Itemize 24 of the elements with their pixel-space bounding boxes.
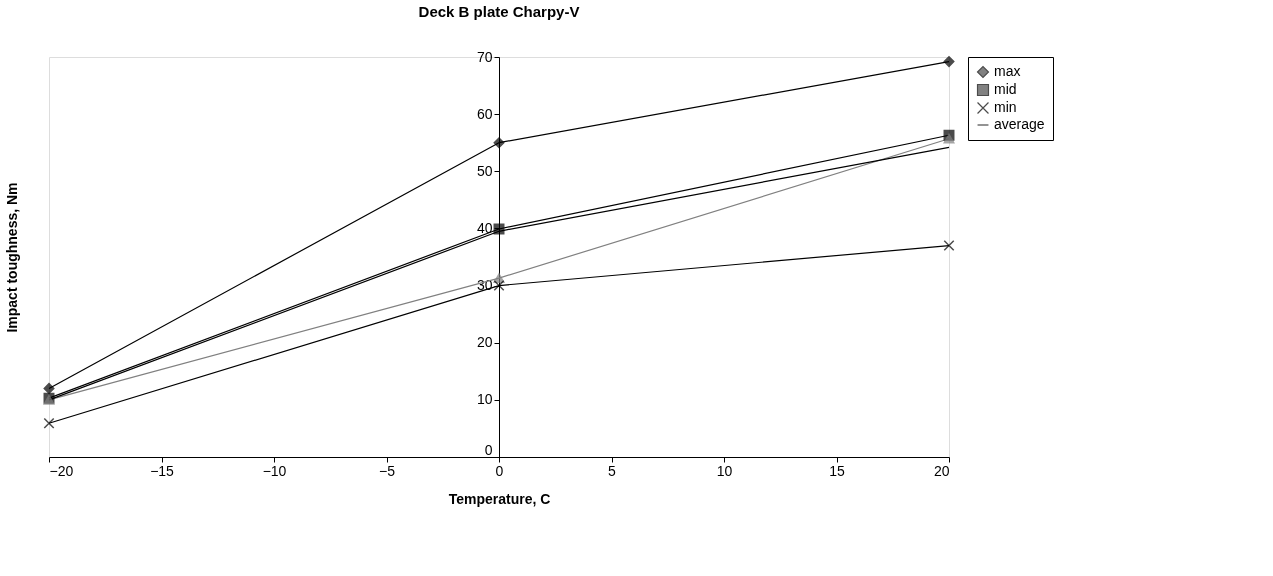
chart-title: Deck B plate Charpy-V [418, 3, 580, 20]
x-tick-label: −20 [49, 462, 74, 479]
y-tick-label: 50 [476, 162, 493, 179]
legend-label: mid [994, 81, 1017, 97]
legend-label: max [994, 63, 1021, 79]
legend-label: average [994, 116, 1045, 132]
legend-label: min [994, 99, 1017, 115]
y-tick-label: 60 [476, 105, 493, 122]
x-axis-title: Temperature, C [448, 490, 551, 507]
y-tick-label: 20 [476, 334, 493, 351]
x-tick-label: 15 [829, 462, 845, 479]
y-tick-label: 10 [476, 391, 493, 408]
y-tick-label: 30 [476, 277, 493, 294]
x-tick-label: 5 [608, 462, 617, 479]
x-tick-label: −15 [150, 462, 175, 479]
y-tick-label: 70 [476, 48, 493, 65]
x-tick-label: 20 [933, 462, 950, 479]
x-tick-label: −10 [262, 462, 287, 479]
y-tick-label: 0 [484, 441, 493, 458]
x-tick-label: −5 [379, 462, 396, 479]
y-tick-label: 40 [476, 219, 493, 236]
x-tick-label: 10 [716, 462, 733, 479]
x-tick-label: 0 [495, 462, 504, 479]
y-axis-title: Impact toughness, Nm [3, 182, 20, 333]
